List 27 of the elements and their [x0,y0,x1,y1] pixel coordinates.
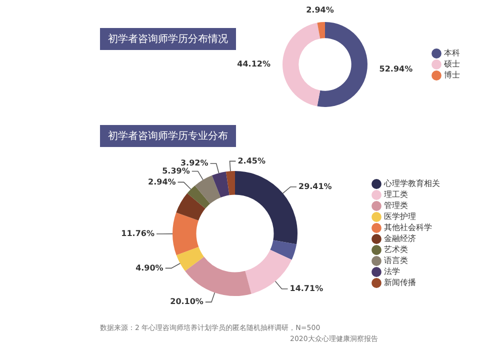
legend-label: 管理类 [384,201,408,210]
data-label: 3.92% [180,158,208,168]
data-label: 11.76% [121,228,154,238]
legend-label: 博士 [444,70,460,80]
data-label: 2.94% [148,177,176,186]
data-label: 2.94% [306,5,334,14]
legend-label: 艺术类 [384,245,408,254]
legend-label: 本科 [444,48,460,58]
legend-label: 法学 [384,267,400,276]
data-label: 29.41% [298,182,332,191]
legend-label: 新闻传播 [384,278,416,288]
data-label: 5.39% [162,166,190,176]
legend-label: 语言类 [384,256,408,266]
data-label: 4.90% [136,263,164,272]
legend-label: 其他社会科学 [384,223,432,232]
legend-label: 理工类 [384,190,408,200]
text: 初学者咨询师学历分布情况 [100,28,236,50]
data-label: 44.12% [237,60,270,69]
legend-label: 金融经济 [384,234,416,244]
data-label: 2.45% [238,156,266,166]
data-label: 52.94% [379,64,413,74]
data-label: 20.10% [170,297,204,306]
legend-label: 心理学教育相关 [383,179,440,188]
chart-title: 初学者咨询师学历专业分布 [100,125,236,147]
legend-label: 硕士 [443,60,460,69]
data-label: 14.71% [290,284,324,293]
legend-label: 医学护理 [384,212,416,222]
